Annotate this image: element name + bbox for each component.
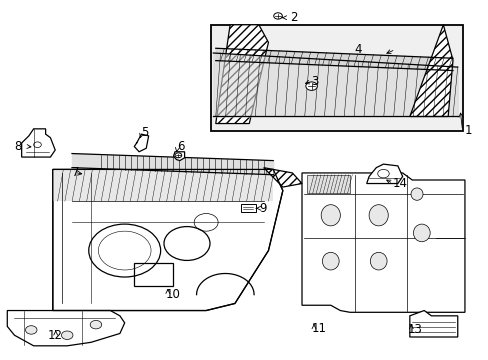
Text: 1: 1 bbox=[464, 124, 471, 137]
Text: 11: 11 bbox=[311, 322, 326, 335]
Circle shape bbox=[25, 326, 37, 334]
Polygon shape bbox=[409, 25, 452, 117]
Circle shape bbox=[90, 320, 102, 329]
Polygon shape bbox=[302, 173, 464, 312]
Circle shape bbox=[273, 13, 282, 19]
Ellipse shape bbox=[410, 188, 422, 200]
Text: 8: 8 bbox=[15, 140, 22, 153]
Text: 7: 7 bbox=[72, 166, 80, 179]
Polygon shape bbox=[263, 168, 302, 187]
Bar bbox=[134, 263, 172, 286]
Polygon shape bbox=[173, 152, 184, 161]
Polygon shape bbox=[366, 164, 402, 184]
Text: 2: 2 bbox=[289, 11, 297, 24]
Text: 10: 10 bbox=[165, 288, 180, 301]
Ellipse shape bbox=[369, 252, 386, 270]
Circle shape bbox=[61, 331, 73, 339]
Text: 6: 6 bbox=[177, 140, 184, 153]
Text: 13: 13 bbox=[407, 323, 422, 337]
Circle shape bbox=[305, 82, 317, 90]
Ellipse shape bbox=[368, 205, 387, 226]
Text: 9: 9 bbox=[258, 202, 266, 215]
Text: 14: 14 bbox=[392, 177, 407, 190]
Polygon shape bbox=[409, 311, 457, 337]
Polygon shape bbox=[215, 25, 268, 123]
Text: 12: 12 bbox=[48, 329, 63, 342]
Polygon shape bbox=[21, 129, 55, 157]
Text: 5: 5 bbox=[141, 126, 148, 139]
Bar bbox=[241, 204, 255, 212]
Circle shape bbox=[175, 153, 182, 158]
Ellipse shape bbox=[321, 205, 340, 226]
Polygon shape bbox=[53, 170, 282, 311]
Text: 3: 3 bbox=[311, 75, 318, 88]
Text: 4: 4 bbox=[354, 43, 362, 56]
Bar bbox=[210, 25, 462, 131]
Ellipse shape bbox=[412, 224, 429, 242]
Polygon shape bbox=[7, 311, 124, 346]
Polygon shape bbox=[53, 170, 273, 201]
Polygon shape bbox=[306, 175, 349, 193]
Ellipse shape bbox=[322, 252, 339, 270]
